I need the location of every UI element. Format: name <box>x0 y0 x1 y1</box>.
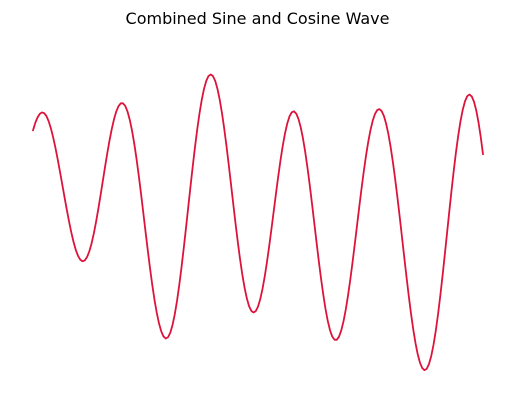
series-line <box>32 73 484 372</box>
plot-area <box>32 73 484 372</box>
chart-title: Combined Sine and Cosine Wave <box>126 9 390 28</box>
